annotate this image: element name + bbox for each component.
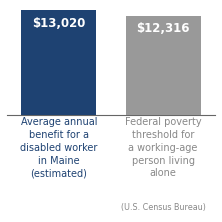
- Bar: [126, 16, 201, 115]
- Text: Federal poverty
threshold for
a working-age
person living
alone: Federal poverty threshold for a working-…: [125, 117, 202, 178]
- Text: Average annual
benefit for a
disabled worker
in Maine
(estimated): Average annual benefit for a disabled wo…: [20, 117, 97, 178]
- Text: $13,020: $13,020: [32, 17, 85, 30]
- Bar: [21, 10, 96, 115]
- Text: (U.S. Census Bureau): (U.S. Census Bureau): [121, 203, 206, 212]
- Text: $12,316: $12,316: [137, 22, 190, 35]
